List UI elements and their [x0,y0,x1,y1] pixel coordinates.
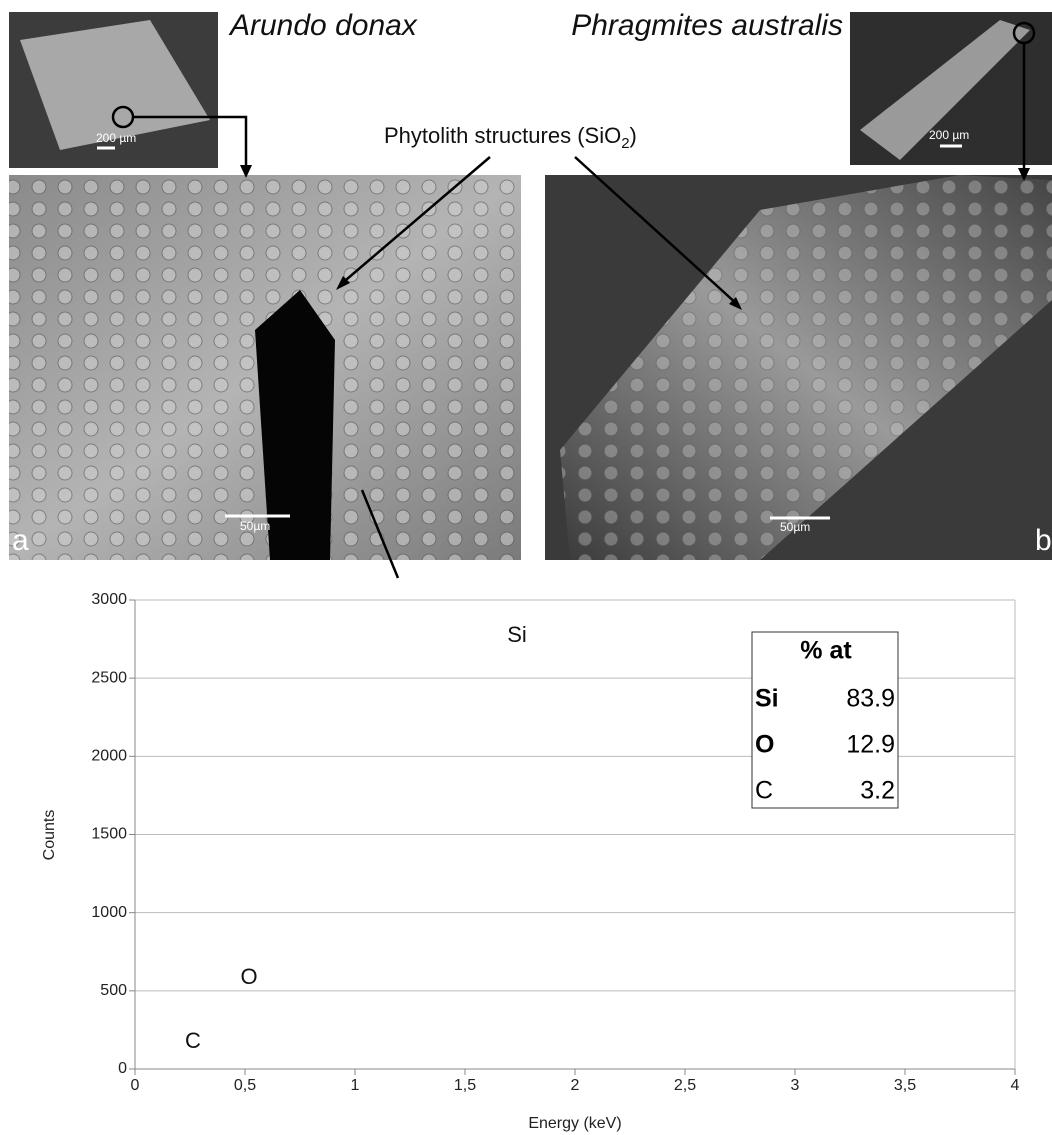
species-title: Arundo donax [228,9,418,42]
table-element: Si [755,685,779,713]
y-tick-label: 0 [118,1060,127,1077]
chart: 0 500 1000 1500 2000 2500 3000 0 0,5 1 1,5 2 2,5 3 3,5… [41,591,1019,1132]
panel-label: a [12,524,29,557]
species-title: Phragmites australis [571,9,843,42]
x-tick-label: 3,5 [894,1077,916,1094]
x-tick-label: 1,5 [454,1077,476,1094]
y-axis-label: Counts [41,810,58,861]
table-header: % at [800,637,852,665]
y-tick-label: 1500 [91,826,127,843]
scale-label: 50µm [780,520,810,534]
table-value: 83.9 [846,685,895,713]
x-tick-label: 0,5 [234,1077,256,1094]
x-tick-label: 2,5 [674,1077,696,1094]
callout-end: ) [630,123,637,148]
table-element: C [755,777,773,805]
y-tick-label: 2000 [91,748,127,765]
y-tick-label: 2500 [91,669,127,686]
peak-label: C [185,1028,201,1053]
table-value: 12.9 [846,731,895,759]
y-tick-label: 3000 [91,591,127,608]
x-tick-label: 4 [1011,1077,1020,1094]
callout-sub: 2 [621,135,629,152]
x-tick-label: 2 [571,1077,580,1094]
scale-label: 200 µm [96,131,136,145]
scale-label: 50µm [240,519,270,533]
peak-label: Si [507,622,527,647]
x-axis-label: Energy (keV) [528,1115,621,1132]
figure: 200 µm 200 µm 50µm 50µm a b Arundo donax… [0,0,1052,1135]
panel-label: b [1035,524,1052,557]
scale-label: 200 µm [929,128,969,142]
table-element: O [755,731,774,759]
callout-text: Phytolith structures (SiO [384,123,621,148]
peak-label: O [240,964,257,989]
x-tick-label: 0 [131,1077,140,1094]
x-tick-label: 1 [351,1077,360,1094]
x-tick-label: 3 [791,1077,800,1094]
callout: Phytolith structures (SiO2) [384,123,637,152]
y-tick-label: 500 [100,982,127,999]
y-tick-label: 1000 [91,904,127,921]
table-value: 3.2 [860,777,895,805]
